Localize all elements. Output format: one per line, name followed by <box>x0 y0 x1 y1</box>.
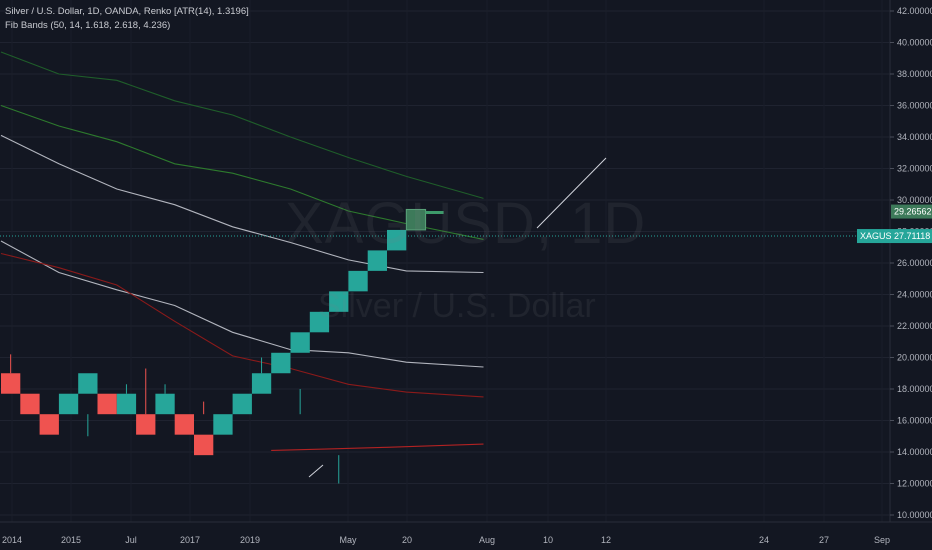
renko-brick-up <box>78 373 98 394</box>
y-tick-label: 18.00000 <box>897 384 932 394</box>
x-tick-label: May <box>339 535 357 545</box>
x-tick-label: Aug <box>479 535 495 545</box>
renko-brick-up <box>116 393 137 415</box>
renko-bricks <box>1 208 444 456</box>
series-title[interactable]: Silver / U.S. Dollar, 1D, OANDA, Renko [… <box>5 6 249 17</box>
renko-brick-up <box>290 332 310 353</box>
price-tag-label: XAGUSD <box>860 231 899 241</box>
y-tick-label: 36.00000 <box>897 101 932 111</box>
y-tick-label: 16.00000 <box>897 416 932 426</box>
renko-brick-up <box>348 270 368 292</box>
indicator-title[interactable]: Fib Bands (50, 14, 1.618, 2.618, 4.236) <box>5 20 171 31</box>
renko-brick-current <box>405 208 427 231</box>
x-tick-label: 12 <box>601 535 611 545</box>
chart-legend[interactable]: Silver / U.S. Dollar, 1D, OANDA, Renko [… <box>5 5 249 33</box>
band-upper_2.618 <box>0 104 484 240</box>
band-lower_4.236 <box>0 252 484 398</box>
watermark-symbol: XAGUSD, 1D <box>285 191 647 256</box>
renko-brick-up <box>309 311 330 333</box>
x-tick-label: 2014 <box>2 535 22 545</box>
price-tag-box <box>891 229 932 244</box>
renko-brick-up <box>329 291 349 312</box>
renko-brick-down <box>136 414 156 435</box>
grid-lines <box>0 10 890 516</box>
y-tick-label: 26.00000 <box>897 258 932 268</box>
renko-brick-up <box>387 229 407 251</box>
price-tag-label: 27.71118 <box>894 231 930 241</box>
price-tag-label: 29.26562 <box>894 207 932 217</box>
x-tick-label: 2019 <box>240 535 260 545</box>
y-tick-label: 34.00000 <box>897 132 932 142</box>
renko-brick-down <box>194 434 214 456</box>
y-tick-label: 30.00000 <box>897 195 932 205</box>
x-tick-label: 2015 <box>61 535 81 545</box>
renko-brick-up <box>155 393 175 415</box>
x-tick-label: 2017 <box>180 535 200 545</box>
y-tick-label: 14.00000 <box>897 447 932 457</box>
renko-brick-down <box>97 393 117 415</box>
trend-line-upper[interactable] <box>536 157 607 229</box>
time-axis[interactable]: 2014 2015 Jul 2017 2019 May 20 Aug 10 12 24 27 Sep <box>0 521 932 545</box>
renko-brick-up <box>213 414 233 435</box>
y-tick-label: 42.00000 <box>897 6 932 16</box>
y-tick-label: 10.00000 <box>897 510 932 520</box>
price-tag-box <box>857 229 891 244</box>
x-tick-label: 27 <box>819 535 829 545</box>
y-tick-label: 32.00000 <box>897 164 932 174</box>
renko-brick-up <box>271 352 291 374</box>
y-tick-label: 22.00000 <box>897 321 932 331</box>
x-tick-label: 20 <box>402 535 412 545</box>
band-upper_4.236 <box>0 51 484 199</box>
price-axis[interactable]: 42.00000 40.00000 38.00000 36.00000 34.00000… <box>889 0 932 522</box>
y-tick-label: 40.00000 <box>897 38 932 48</box>
x-tick-label: 24 <box>759 535 769 545</box>
trend-line-lower[interactable] <box>308 464 324 478</box>
y-tick-label: 38.00000 <box>897 69 932 79</box>
renko-brick-up <box>58 393 79 415</box>
brick-wicks <box>10 354 340 484</box>
renko-brick-up <box>232 393 252 415</box>
renko-brick-up <box>367 250 387 271</box>
y-tick-label: 20.00000 <box>897 353 932 363</box>
renko-brick-down <box>39 414 59 435</box>
trend-lines[interactable] <box>308 157 607 478</box>
y-tick-label: 12.00000 <box>897 479 932 489</box>
renko-brick-up <box>251 373 272 394</box>
renko-brick-down <box>20 393 40 415</box>
y-tick-label: 24.00000 <box>897 290 932 300</box>
band-lower_far <box>271 443 484 451</box>
x-tick-label: Jul <box>125 535 137 545</box>
renko-brick-down <box>174 414 194 435</box>
band-lower_2.618 <box>0 240 484 368</box>
watermark-description: Silver / U.S. Dollar <box>318 287 596 325</box>
renko-brick-down <box>1 373 21 394</box>
x-tick-label: Sep <box>874 535 890 545</box>
x-tick-label: 10 <box>543 535 553 545</box>
price-tag-box <box>891 204 932 219</box>
